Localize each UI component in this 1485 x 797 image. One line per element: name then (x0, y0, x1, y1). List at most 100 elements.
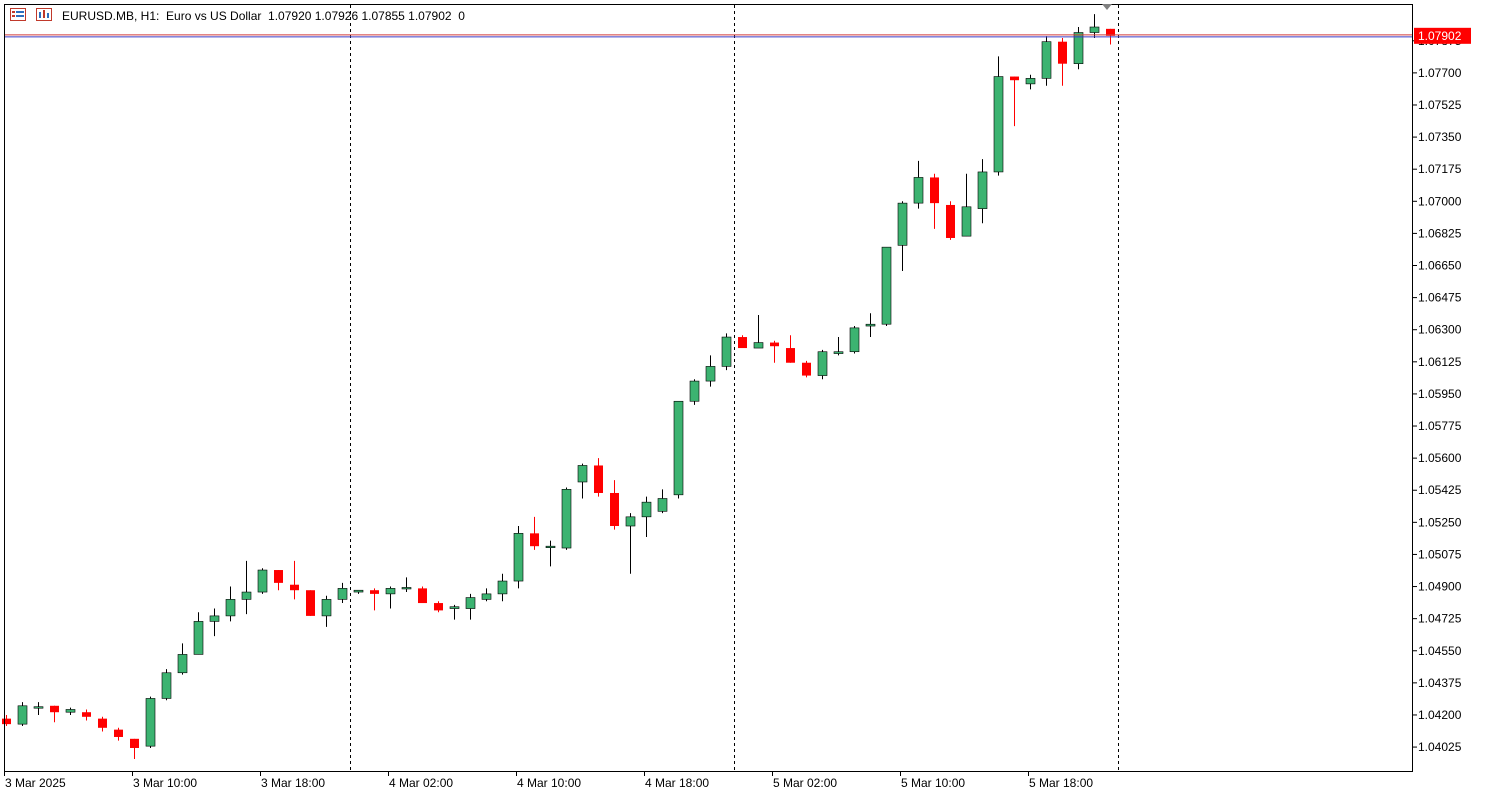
candle-52[interactable] (833, 337, 844, 356)
candle-body (497, 580, 508, 595)
chart-list-icon[interactable] (10, 8, 26, 21)
candle-32[interactable] (513, 526, 524, 589)
candle-15[interactable] (241, 560, 252, 615)
candle-31[interactable] (497, 573, 508, 602)
candle-2[interactable] (33, 702, 44, 715)
chart-shift-marker-icon[interactable] (1102, 4, 1112, 10)
candle-body (705, 366, 716, 382)
candle-27[interactable] (434, 601, 443, 613)
candle-body (1089, 26, 1100, 33)
candle-body (833, 351, 844, 354)
candle-62[interactable] (993, 56, 1004, 176)
candle-1[interactable] (17, 702, 28, 726)
candle-body (881, 246, 892, 325)
candle-36[interactable] (577, 463, 588, 499)
y-tick-label-20: 1.04375 (1418, 676, 1462, 690)
candle-body (946, 204, 955, 238)
candle-body (577, 465, 588, 483)
candle-40[interactable] (641, 496, 652, 538)
candle-58[interactable] (930, 173, 939, 229)
x-tick-label-3: 4 Mar 02:00 (389, 776, 453, 790)
candle-body (50, 705, 59, 713)
candle-59[interactable] (946, 201, 955, 240)
candle-63[interactable] (1010, 76, 1019, 127)
x-tick-label-6: 5 Mar 02:00 (773, 776, 837, 790)
candle-67[interactable] (1073, 27, 1084, 70)
candle-41[interactable] (657, 489, 668, 514)
x-tick-label-0: 3 Mar 2025 (5, 776, 66, 790)
candle-3[interactable] (50, 705, 59, 723)
candle-56[interactable] (897, 201, 908, 272)
candle-35[interactable] (561, 487, 572, 550)
candle-12[interactable] (193, 612, 204, 655)
candle-10[interactable] (161, 669, 172, 701)
candle-body (610, 492, 619, 527)
candle-19[interactable] (306, 590, 315, 616)
candle-body (2, 718, 11, 725)
candle-43[interactable] (689, 379, 700, 405)
candle-60[interactable] (961, 173, 972, 237)
candle-34[interactable] (545, 540, 556, 567)
candle-body (561, 489, 572, 549)
candle-30[interactable] (481, 588, 492, 602)
candle-body (370, 590, 379, 594)
candle-61[interactable] (977, 159, 988, 224)
candle-28[interactable] (449, 604, 460, 620)
candle-7[interactable] (114, 727, 123, 741)
candle-14[interactable] (225, 586, 236, 622)
candle-33[interactable] (530, 516, 539, 550)
candle-body (1010, 76, 1019, 81)
candle-68[interactable] (1089, 14, 1100, 39)
candle-23[interactable] (370, 588, 379, 611)
candle-38[interactable] (610, 480, 619, 530)
candle-53[interactable] (849, 326, 860, 354)
candle-37[interactable] (594, 458, 603, 497)
y-tick-label-13: 1.05600 (1418, 451, 1462, 465)
y-tick-label-8: 1.06475 (1418, 291, 1462, 305)
candle-24[interactable] (385, 586, 396, 609)
candle-49[interactable] (786, 335, 795, 363)
candle-0[interactable] (2, 714, 11, 726)
candle-51[interactable] (817, 349, 828, 380)
candle-65[interactable] (1041, 36, 1052, 86)
candle-45[interactable] (721, 333, 732, 371)
candle-body (193, 621, 204, 655)
candle-46[interactable] (738, 335, 747, 349)
candle-13[interactable] (209, 608, 220, 637)
candle-66[interactable] (1058, 38, 1067, 86)
chart-window-icon[interactable] (36, 8, 52, 21)
candle-54[interactable] (865, 313, 876, 338)
candle-42[interactable] (673, 400, 684, 499)
candle-body (657, 498, 668, 512)
candle-44[interactable] (705, 355, 716, 387)
candle-5[interactable] (82, 709, 91, 721)
candle-4[interactable] (65, 707, 76, 715)
candle-6[interactable] (98, 716, 107, 732)
candle-26[interactable] (418, 586, 427, 604)
candle-29[interactable] (465, 593, 476, 620)
candle-48[interactable] (770, 340, 779, 363)
candle-20[interactable] (321, 595, 332, 627)
candle-body (1058, 41, 1067, 64)
candle-47[interactable] (753, 315, 764, 349)
candle-11[interactable] (177, 643, 188, 675)
candle-25[interactable] (401, 577, 412, 593)
candle-64[interactable] (1025, 74, 1036, 90)
y-tick-label-11: 1.05950 (1418, 387, 1462, 401)
candle-55[interactable] (881, 246, 892, 327)
candle-8[interactable] (130, 738, 139, 759)
x-tick-label-4: 4 Mar 10:00 (517, 776, 581, 790)
candle-57[interactable] (913, 160, 924, 209)
x-tick-label-7: 5 Mar 10:00 (901, 776, 965, 790)
candle-22[interactable] (353, 589, 364, 594)
candle-18[interactable] (290, 560, 299, 600)
candle-body (418, 588, 427, 604)
candle-16[interactable] (257, 568, 268, 594)
candle-50[interactable] (802, 360, 811, 378)
candle-21[interactable] (337, 582, 348, 604)
candle-9[interactable] (145, 696, 156, 748)
candle-39[interactable] (625, 513, 636, 574)
x-tick-label-2: 3 Mar 18:00 (261, 776, 325, 790)
candle-17[interactable] (274, 570, 283, 591)
